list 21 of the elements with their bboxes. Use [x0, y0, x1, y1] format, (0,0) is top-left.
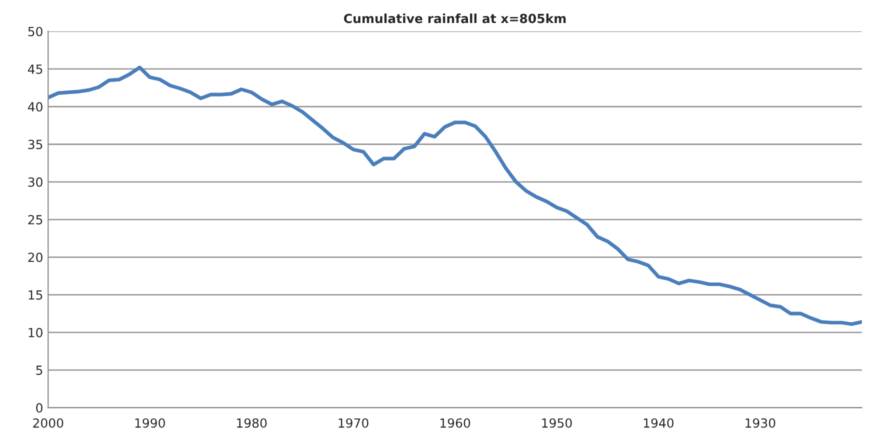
x-tick-label: 1930 — [746, 418, 776, 428]
y-tick-label: 50 — [28, 26, 42, 36]
y-tick-label: 0 — [36, 403, 42, 413]
y-tick-label: 25 — [28, 214, 42, 224]
x-tick-label: 1970 — [338, 418, 368, 428]
y-tick-label: 10 — [28, 328, 42, 338]
y-tick-label: 35 — [28, 140, 42, 150]
y-tick-label: 20 — [28, 252, 42, 262]
x-tick-label: 1980 — [237, 418, 267, 428]
x-tick-label: 1940 — [644, 418, 674, 428]
chart-title: Cumulative rainfall at x=805km — [344, 14, 566, 24]
x-tick-label: 2000 — [33, 418, 64, 428]
x-tick-label: 1960 — [440, 418, 470, 428]
y-tick-label: 45 — [28, 64, 42, 74]
y-tick-label: 40 — [28, 102, 42, 112]
x-tick-label: 1950 — [542, 418, 572, 428]
x-tick-label: 1990 — [135, 418, 165, 428]
y-tick-label: 5 — [36, 366, 42, 375]
y-tick-label: 15 — [28, 290, 42, 300]
line-series — [48, 66, 862, 326]
y-tick-label: 30 — [28, 177, 42, 187]
